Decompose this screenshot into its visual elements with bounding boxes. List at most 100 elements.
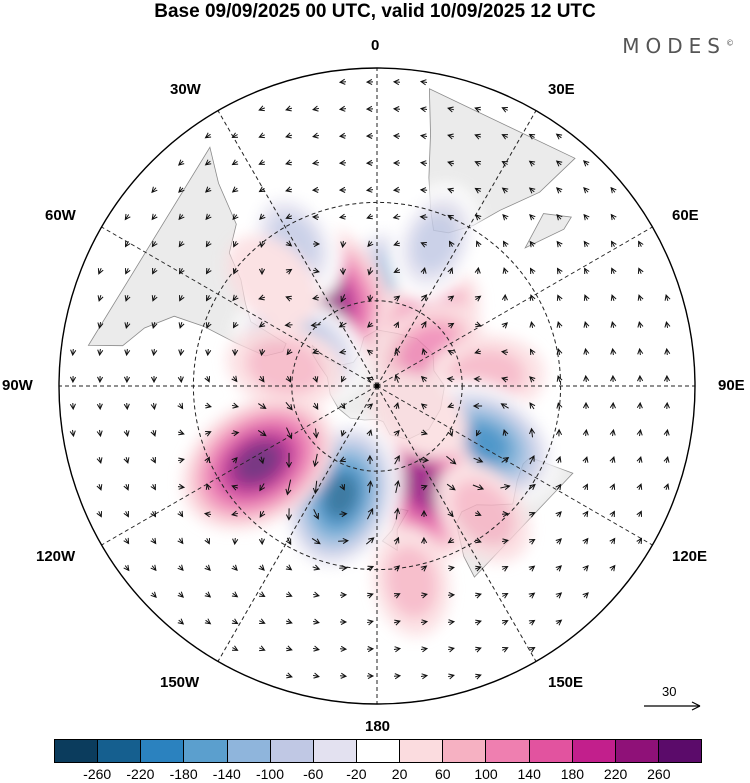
- wind-arrow: [610, 321, 617, 329]
- wind-arrow: [636, 456, 643, 464]
- wind-arrow: [663, 374, 671, 383]
- wind-arrow: [70, 348, 77, 357]
- wind-arrow: [231, 132, 239, 139]
- wind-arrow: [393, 673, 402, 680]
- wind-arrow: [528, 646, 536, 653]
- lon-label-90e: 90E: [718, 377, 745, 394]
- wind-arrow: [419, 160, 428, 167]
- anomaly-blob: [461, 423, 509, 463]
- wind-arrow: [177, 564, 184, 571]
- wind-arrow: [232, 348, 239, 357]
- wind-arrow: [556, 267, 563, 275]
- wind-arrow: [232, 268, 239, 275]
- wind-arrow: [339, 267, 346, 276]
- wind-arrow: [556, 187, 563, 194]
- wind-arrow: [339, 565, 348, 572]
- wind-arrow: [285, 240, 293, 247]
- wind-arrow: [421, 484, 428, 491]
- wind-arrow: [205, 348, 212, 357]
- wind-arrow: [584, 267, 590, 275]
- wind-arrow: [285, 295, 292, 302]
- wind-arrow: [204, 618, 212, 625]
- wind-arrow: [501, 592, 509, 599]
- colorbar-swatch: [529, 740, 573, 762]
- wind-arrow: [124, 295, 131, 302]
- wind-arrow: [394, 480, 401, 494]
- wind-arrow: [528, 619, 536, 626]
- meridian-line: [376, 385, 537, 662]
- colorbar-tick-label: -100: [255, 766, 285, 782]
- wind-arrow: [258, 159, 265, 165]
- wind-arrow: [258, 456, 265, 465]
- wind-arrow: [448, 240, 455, 248]
- wind-arrow: [204, 376, 210, 383]
- wind-arrow: [232, 213, 239, 221]
- wind-arrow: [339, 402, 346, 410]
- wind-arrow: [366, 565, 375, 572]
- wind-arrow: [312, 294, 320, 301]
- wind-arrow: [258, 294, 266, 301]
- wind-arrow: [151, 240, 158, 248]
- wind-arrow: [394, 374, 401, 383]
- wind-arrow: [393, 646, 402, 653]
- wind-arrow: [555, 428, 563, 437]
- wind-arrow: [528, 187, 536, 194]
- wind-arrow: [97, 294, 104, 302]
- wind-arrow: [421, 347, 428, 356]
- wind-arrow: [151, 213, 158, 221]
- wind-arrow: [502, 647, 509, 653]
- wind-arrow: [178, 213, 185, 221]
- wind-arrow: [638, 240, 644, 248]
- wind-arrow: [529, 321, 536, 329]
- wind-arrow: [447, 295, 455, 302]
- wind-arrow: [555, 483, 562, 491]
- colorbar-tick-label: -260: [83, 766, 112, 782]
- wind-arrow: [312, 453, 319, 468]
- wind-arrow: [529, 455, 535, 465]
- wind-arrow: [529, 294, 536, 301]
- wind-arrow: [474, 348, 481, 355]
- wind-arrow: [285, 508, 293, 521]
- wind-arrow: [311, 214, 320, 221]
- wind-arrow: [555, 160, 563, 167]
- wind-arrow: [123, 484, 130, 491]
- wind-arrow: [475, 537, 482, 544]
- colorbar-swatch: [55, 740, 99, 762]
- wind-arrow: [285, 452, 293, 469]
- wind-arrow: [231, 159, 239, 166]
- wind-arrow: [636, 537, 643, 545]
- wind-arrow: [367, 240, 374, 248]
- wind-arrow: [123, 402, 130, 411]
- wind-arrow: [582, 537, 589, 545]
- wind-arrow: [177, 591, 184, 598]
- wind-arrow: [150, 456, 156, 464]
- wind-arrow: [447, 673, 455, 680]
- wind-arrow: [231, 510, 239, 517]
- wind-arrow: [259, 483, 265, 492]
- wind-arrow: [529, 240, 536, 248]
- wind-arrow: [258, 132, 265, 139]
- lon-label-30w: 30W: [170, 81, 201, 98]
- wind-arrow: [609, 483, 616, 490]
- wind-arrow: [447, 133, 455, 140]
- lon-label-180: 180: [365, 718, 391, 735]
- wind-arrow: [556, 214, 563, 221]
- wind-arrow: [474, 295, 482, 302]
- wind-arrow: [286, 618, 293, 625]
- wind-arrow: [365, 78, 374, 86]
- map-border: [58, 67, 696, 705]
- colorbar-swatch: [313, 740, 357, 762]
- wind-arrow: [69, 429, 76, 438]
- wind-arrow: [123, 429, 130, 437]
- wind-arrow: [285, 375, 292, 383]
- wind-arrow: [366, 507, 374, 520]
- wind-arrow: [472, 484, 485, 491]
- wind-arrow: [555, 538, 562, 545]
- colorbar-tick-label: -60: [303, 766, 324, 782]
- wind-arrow: [636, 428, 643, 437]
- wind-arrow: [150, 564, 157, 572]
- wind-arrow: [96, 484, 103, 491]
- wind-arrow: [501, 456, 510, 463]
- wind-arrow: [232, 321, 239, 329]
- wind-arrow: [393, 267, 400, 273]
